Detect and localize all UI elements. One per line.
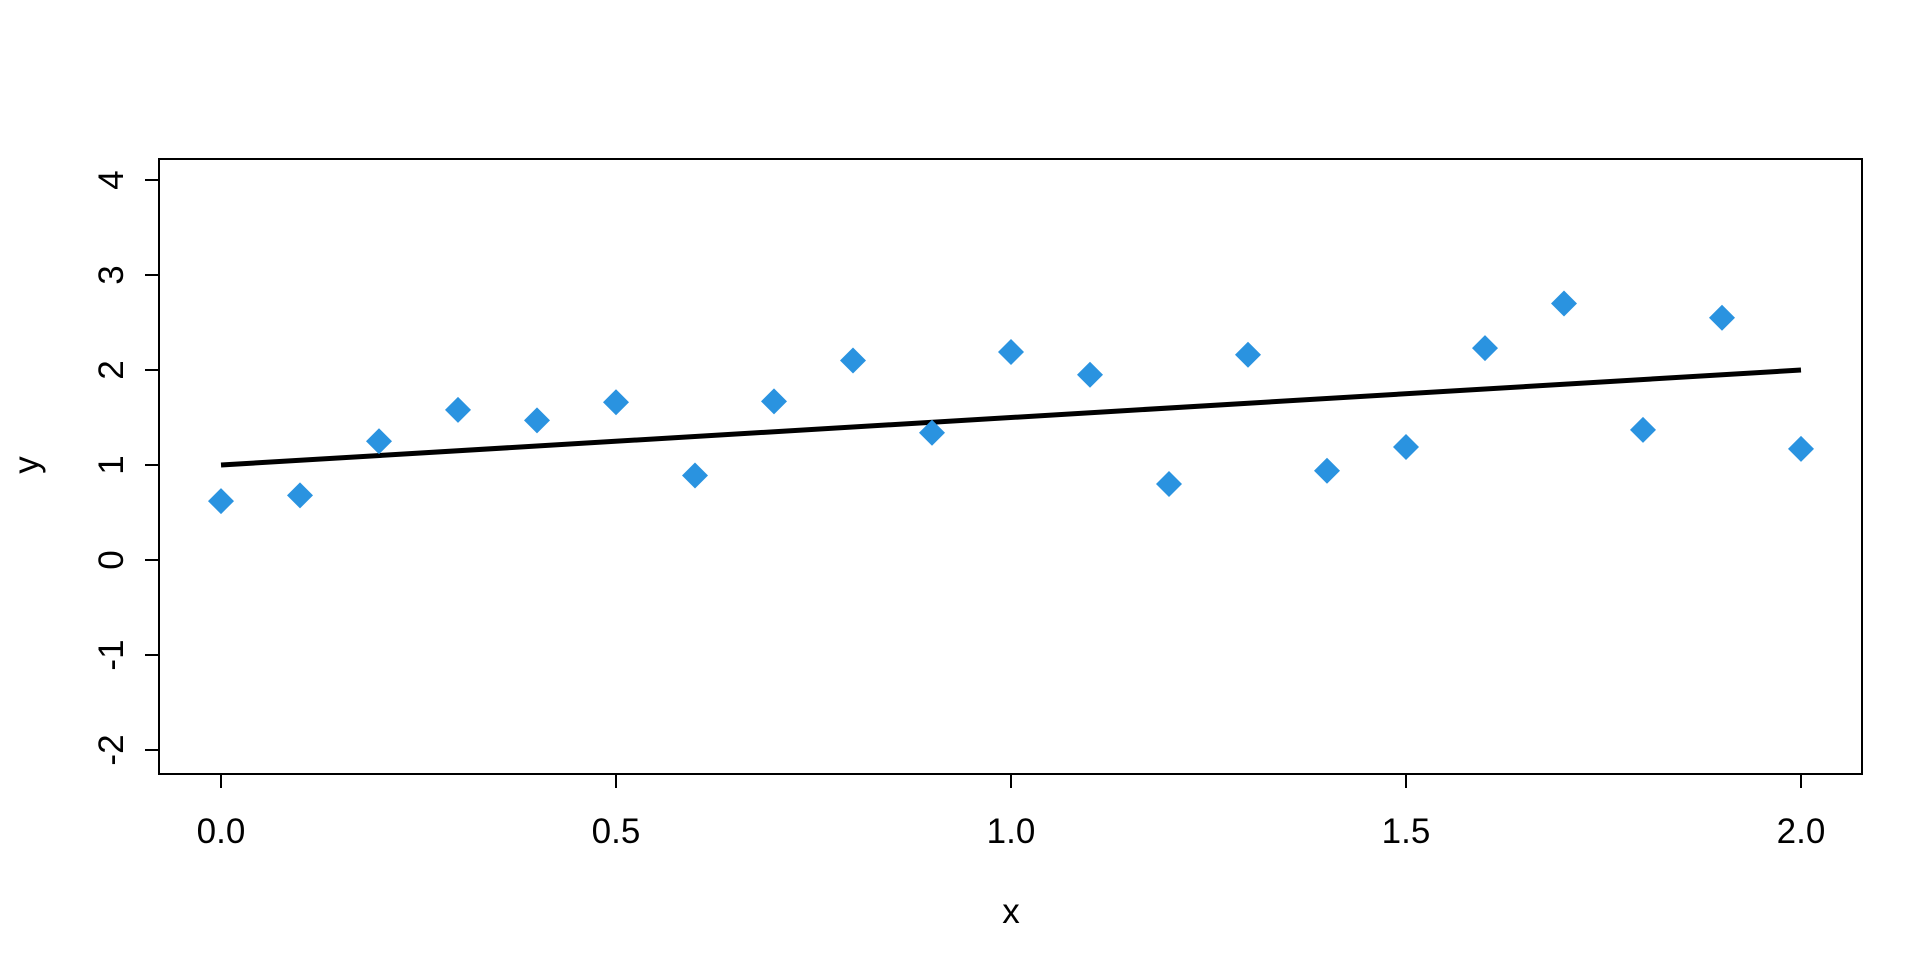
y-tick-label: 2: [92, 360, 131, 379]
data-point: [761, 388, 787, 415]
data-point: [1393, 433, 1419, 460]
points-layer: [208, 290, 1814, 515]
data-point: [919, 419, 945, 446]
x-tick-label: 2.0: [1777, 812, 1826, 851]
x-axis-title: x: [1002, 892, 1020, 931]
y-tick-label: -2: [92, 734, 131, 765]
x-tick-label: 0.0: [197, 812, 246, 851]
data-point: [603, 389, 629, 416]
fit-line: [220, 367, 1802, 468]
data-point: [1077, 361, 1103, 388]
y-tick-label: 3: [92, 265, 131, 284]
data-point: [208, 488, 234, 515]
y-tick-label: 1: [92, 455, 131, 474]
data-point: [1551, 290, 1577, 317]
x-tick-label: 1.5: [1382, 812, 1431, 851]
data-point: [1630, 416, 1656, 443]
data-point: [1156, 471, 1182, 497]
data-point: [682, 462, 708, 489]
x-tick-label: 0.5: [592, 812, 641, 851]
y-tick-label: 0: [92, 550, 131, 569]
data-point: [1788, 435, 1814, 462]
data-point: [1709, 304, 1735, 331]
data-point: [366, 428, 392, 455]
data-point: [998, 338, 1024, 365]
plot-frame: [158, 158, 1863, 775]
data-point: [1314, 457, 1340, 484]
y-tick-label: -1: [92, 639, 131, 670]
data-point: [1235, 341, 1261, 368]
data-point: [524, 407, 550, 434]
data-point: [287, 482, 313, 509]
y-axis-title: y: [7, 456, 46, 474]
x-axis: 0.0 0.5 1.0 1.5 2.0: [197, 773, 1826, 851]
data-point: [1472, 335, 1498, 362]
fit-line-layer: [220, 367, 1802, 468]
y-tick-label: 4: [92, 170, 131, 189]
y-axis: -2 -1 0 1 2 3 4: [92, 170, 160, 766]
data-point: [445, 396, 471, 423]
x-tick-label: 1.0: [987, 812, 1036, 851]
data-point: [840, 347, 866, 374]
